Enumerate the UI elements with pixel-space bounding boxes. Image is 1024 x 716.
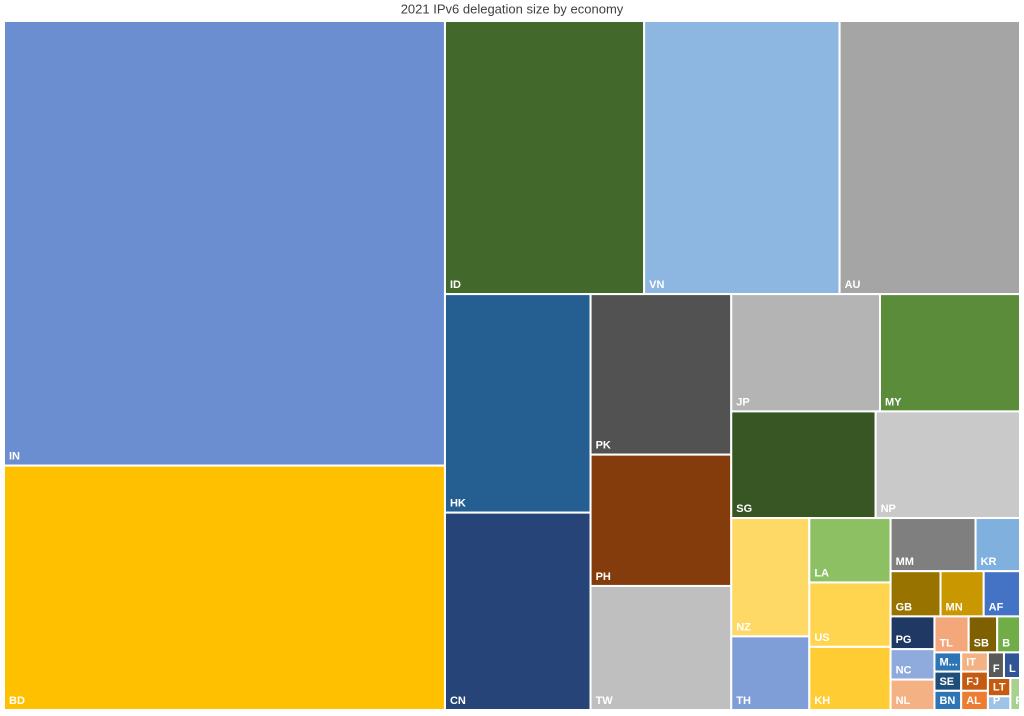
tile-label: CN bbox=[450, 695, 466, 707]
tile-label: AL bbox=[966, 695, 981, 707]
tile-label: F bbox=[993, 663, 1000, 675]
treemap-tile bbox=[643, 20, 841, 296]
treemap-tile bbox=[589, 293, 733, 456]
treemap-tile bbox=[939, 570, 985, 618]
chart-title: 2021 IPv6 delegation size by economy bbox=[401, 1, 624, 16]
tile-label: IT bbox=[966, 657, 976, 669]
treemap-tile bbox=[730, 635, 811, 711]
tile-label: M... bbox=[939, 657, 957, 669]
tile-label: TW bbox=[596, 695, 614, 707]
tile-label: MY bbox=[885, 396, 902, 408]
tile-label: PK bbox=[596, 440, 611, 452]
tile-label: VN bbox=[649, 279, 664, 291]
tile-label: NL bbox=[896, 695, 911, 707]
tile-label: IN bbox=[9, 451, 20, 463]
treemap-tile bbox=[589, 453, 733, 587]
treemap-tile bbox=[443, 293, 592, 514]
treemap-tile bbox=[589, 584, 733, 711]
tile-label: AU bbox=[845, 279, 861, 291]
treemap-tile bbox=[3, 20, 446, 467]
tile-label: LA bbox=[814, 567, 829, 579]
treemap-tile bbox=[730, 293, 881, 413]
tile-label: SE bbox=[939, 676, 954, 688]
tile-label: B bbox=[1002, 637, 1010, 649]
tile-label: ID bbox=[450, 279, 461, 291]
tile-label: US bbox=[814, 632, 829, 644]
tile-label: HK bbox=[450, 498, 466, 510]
tile-label: P bbox=[1015, 695, 1022, 707]
tile-label: JP bbox=[736, 396, 749, 408]
treemap-tile bbox=[974, 517, 1022, 573]
tile-label: SB bbox=[974, 637, 989, 649]
treemap-tile bbox=[730, 517, 811, 638]
treemap-tile bbox=[889, 615, 936, 651]
tile-label: PH bbox=[596, 571, 611, 583]
tile-label: AF bbox=[989, 601, 1004, 613]
treemap-tile bbox=[808, 517, 892, 584]
tile-label: GB bbox=[896, 601, 913, 613]
tile-label: BN bbox=[939, 695, 955, 707]
treemap-tile bbox=[878, 293, 1022, 413]
tile-label: FJ bbox=[966, 676, 979, 688]
tile-label: NZ bbox=[736, 621, 751, 633]
treemap-tile bbox=[730, 410, 877, 520]
treemap-tile bbox=[1009, 677, 1022, 711]
tile-label: PG bbox=[896, 634, 912, 646]
tile-label: TH bbox=[736, 695, 751, 707]
treemap-tile bbox=[838, 20, 1021, 296]
tile-label: KR bbox=[981, 556, 997, 568]
tile-label: NP bbox=[881, 503, 896, 515]
treemap-tile bbox=[443, 20, 646, 296]
tile-label: NC bbox=[896, 665, 912, 677]
tile-label: P bbox=[993, 695, 1000, 707]
tile-label: L bbox=[1009, 663, 1016, 675]
tile-label: MN bbox=[946, 601, 963, 613]
tile-label: SG bbox=[736, 503, 752, 515]
tile-label: LT bbox=[993, 681, 1006, 693]
treemap-tile bbox=[443, 511, 592, 711]
tile-label: BD bbox=[9, 695, 25, 707]
treemap-tile bbox=[3, 464, 446, 711]
tile-label: MM bbox=[896, 556, 914, 568]
treemap-tile bbox=[874, 410, 1021, 520]
treemap-tile bbox=[889, 678, 936, 711]
tile-label: TL bbox=[939, 637, 953, 649]
tile-label: KH bbox=[814, 695, 830, 707]
